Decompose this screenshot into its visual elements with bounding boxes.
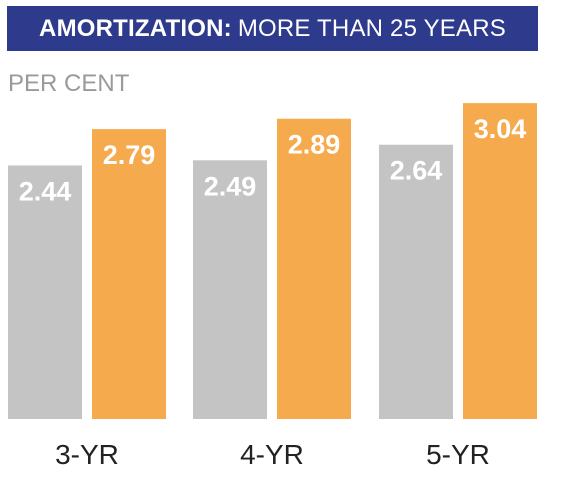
chart-title-rest: MORE THAN 25 YEARS xyxy=(237,14,506,42)
category-label-3-yr: 3-YR xyxy=(55,439,119,470)
chart-title-bar: AMORTIZATION: MORE THAN 25 YEARS xyxy=(7,6,538,51)
category-label-4-yr: 4-YR xyxy=(240,439,304,470)
bar-5-yr-series-1 xyxy=(379,144,453,420)
value-label-5-yr-series-2: 3.04 xyxy=(474,114,527,144)
bar-3-yr-series-2 xyxy=(92,129,166,419)
chart-title-bold: AMORTIZATION: xyxy=(39,14,232,42)
value-label-3-yr-series-2: 2.79 xyxy=(103,140,156,170)
value-label-4-yr-series-2: 2.89 xyxy=(288,130,341,160)
value-label-3-yr-series-1: 2.44 xyxy=(19,176,72,206)
bar-4-yr-series-1 xyxy=(193,160,267,419)
category-label-5-yr: 5-YR xyxy=(426,439,490,470)
bar-3-yr-series-1 xyxy=(8,165,82,419)
value-label-5-yr-series-1: 2.64 xyxy=(390,156,443,186)
bar-5-yr-series-2 xyxy=(463,103,537,420)
value-label-4-yr-series-1: 2.49 xyxy=(204,171,257,201)
y-axis-unit-label: PER CENT xyxy=(8,70,130,97)
bar-4-yr-series-2 xyxy=(277,118,351,419)
